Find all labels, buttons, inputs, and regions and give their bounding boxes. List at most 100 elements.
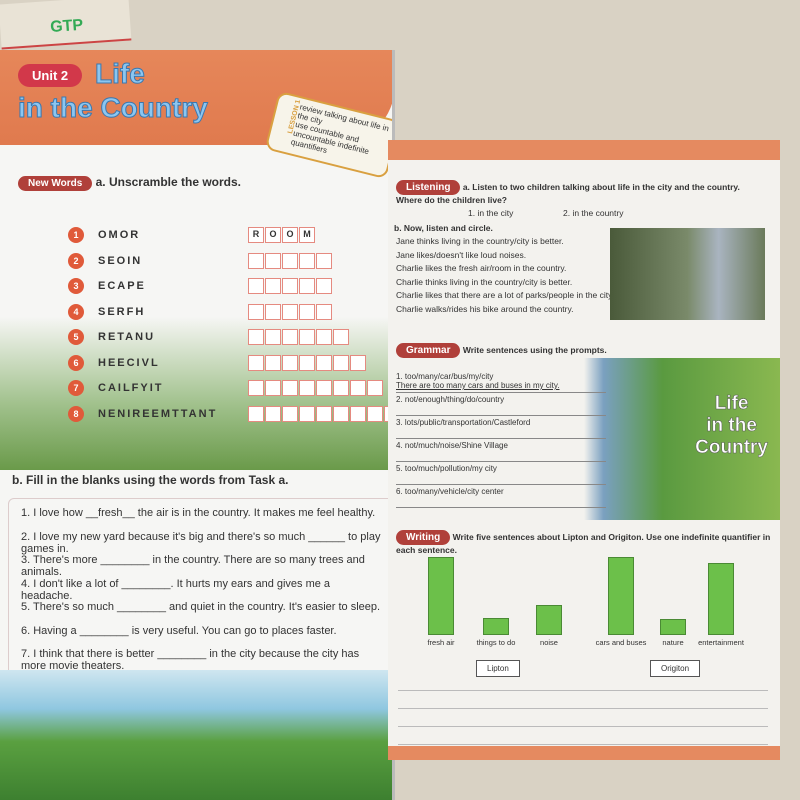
prompt-line: 3. lots/public/transportation/Castleford bbox=[396, 416, 606, 439]
letter-box[interactable] bbox=[333, 380, 349, 396]
circle-item: Charlie likes the fresh air/room in the … bbox=[396, 263, 567, 273]
letter-box[interactable] bbox=[333, 354, 349, 371]
letter-box[interactable] bbox=[265, 405, 281, 422]
letter-box[interactable]: R bbox=[248, 227, 264, 243]
letter-box[interactable] bbox=[367, 380, 383, 396]
sentence: 1. I love how __fresh__ the air is in th… bbox=[21, 507, 376, 519]
letter-box[interactable] bbox=[299, 354, 315, 371]
unit-title-line1: Life bbox=[95, 58, 146, 90]
letter-box[interactable] bbox=[282, 278, 298, 294]
letter-box[interactable] bbox=[299, 278, 315, 294]
scrambled-word: HEECIVL bbox=[98, 356, 160, 369]
item-number: 5 bbox=[68, 329, 84, 345]
word-row: 6 HEECIVL bbox=[68, 351, 367, 375]
bar-entertainment bbox=[708, 563, 734, 635]
item-number: 3 bbox=[68, 278, 84, 294]
letter-box[interactable] bbox=[316, 252, 332, 269]
bar-label: noise bbox=[540, 638, 558, 647]
word-row: 2 SEOIN bbox=[68, 249, 333, 273]
picture-title: Life in the Country bbox=[695, 393, 768, 459]
bar-nature bbox=[660, 619, 686, 635]
circle-item: Jane likes/doesn't like loud noises. bbox=[396, 249, 527, 260]
bar-things-to-do bbox=[483, 617, 509, 635]
letter-box[interactable] bbox=[265, 380, 281, 396]
city-photo bbox=[610, 228, 765, 320]
letter-box[interactable] bbox=[316, 303, 332, 320]
letter-box[interactable] bbox=[299, 329, 315, 345]
sentence: 6. Having a ________ is very useful. You… bbox=[21, 624, 337, 637]
letter-box[interactable] bbox=[299, 405, 315, 422]
letter-box[interactable] bbox=[282, 405, 298, 422]
letter-box[interactable] bbox=[248, 354, 264, 371]
circle-item: Charlie thinks living in the country/cit… bbox=[396, 276, 573, 287]
letter-boxes bbox=[248, 303, 333, 320]
letter-box[interactable] bbox=[316, 278, 332, 294]
unit-badge: Unit 2 bbox=[18, 64, 83, 87]
letter-box[interactable] bbox=[316, 380, 332, 396]
letter-box[interactable] bbox=[265, 252, 281, 269]
letter-box[interactable] bbox=[333, 329, 349, 345]
letter-box[interactable] bbox=[316, 329, 332, 345]
bar-label: nature bbox=[662, 638, 684, 647]
item-number: 8 bbox=[68, 405, 84, 422]
scrambled-word: OMOR bbox=[98, 229, 141, 241]
letter-box[interactable] bbox=[282, 252, 298, 269]
letter-box[interactable] bbox=[265, 303, 281, 320]
circle-item: Jane thinks living in the country/city i… bbox=[396, 236, 564, 246]
word-row: 7 CAILFYIT bbox=[68, 376, 384, 400]
listening-task-a: Listening a. Listen to two children talk… bbox=[396, 180, 740, 205]
letter-box[interactable] bbox=[265, 354, 281, 371]
letter-box[interactable] bbox=[299, 380, 315, 396]
letter-box[interactable] bbox=[299, 303, 315, 320]
letter-box[interactable] bbox=[316, 354, 332, 371]
letter-box[interactable] bbox=[350, 354, 366, 371]
letter-box[interactable]: O bbox=[265, 227, 281, 243]
word-row: 1 OMOR R O O M bbox=[68, 223, 316, 247]
letter-box[interactable] bbox=[248, 380, 264, 396]
letter-box[interactable] bbox=[248, 252, 264, 269]
letter-box[interactable] bbox=[367, 405, 383, 422]
sentence: 5. There's so much ________ and quiet in… bbox=[21, 601, 381, 613]
letter-box[interactable]: M bbox=[299, 227, 315, 243]
letter-box[interactable] bbox=[282, 303, 298, 320]
letter-boxes bbox=[248, 278, 333, 294]
letter-box[interactable] bbox=[248, 329, 264, 345]
letter-box[interactable] bbox=[265, 278, 281, 294]
scrambled-word: NENIREEMTTANT bbox=[98, 407, 218, 420]
scrambled-word: SEOIN bbox=[98, 254, 143, 267]
bar-noise bbox=[536, 605, 562, 635]
unit-header: Unit 2 Life in the Country bbox=[0, 50, 392, 145]
prompt-line: 1. too/many/car/bus/my/city There are too… bbox=[396, 370, 606, 393]
letter-box[interactable] bbox=[282, 380, 298, 396]
bar-label: cars and buses bbox=[595, 638, 647, 647]
word-row: 5 RETANU bbox=[68, 325, 350, 349]
letter-box[interactable] bbox=[299, 252, 315, 269]
letter-boxes bbox=[248, 354, 367, 371]
unscramble-section: 1 OMOR R O O M 2 SEOIN 3 ECAPE 4 SERFH 5 RETANU 6 HEECI… bbox=[0, 215, 392, 470]
letter-box[interactable] bbox=[316, 405, 332, 422]
letter-box[interactable]: O bbox=[282, 227, 298, 243]
grammar-section: Life in the Country 1. too/many/car/bus/my… bbox=[388, 358, 780, 520]
unit-title-line2: in the Country bbox=[18, 92, 209, 124]
prompt-line: 4. not/much/noise/Shine Village bbox=[396, 439, 606, 462]
letter-box[interactable] bbox=[248, 405, 264, 422]
sentence: 4. I don't like a lot of ________. It hu… bbox=[21, 577, 331, 602]
letter-box[interactable] bbox=[248, 278, 264, 294]
item-number: 1 bbox=[68, 227, 84, 243]
listening-task-b: b. Now, listen and circle. bbox=[394, 223, 493, 233]
other-book-corner: GTP bbox=[0, 0, 132, 50]
letter-box[interactable] bbox=[350, 405, 366, 422]
letter-box[interactable] bbox=[265, 329, 281, 345]
letter-box[interactable] bbox=[333, 405, 349, 422]
writing-heading: Writing Write five sentences about Lipto… bbox=[396, 530, 771, 555]
answer: There are too many cars and buses in my … bbox=[396, 381, 560, 390]
letter-box[interactable] bbox=[282, 354, 298, 371]
bar-fresh-air bbox=[428, 557, 454, 635]
right-page: Listening a. Listen to two children talk… bbox=[388, 140, 780, 760]
circle-item: Charlie walks/rides his bike around the … bbox=[396, 303, 574, 314]
letter-box[interactable] bbox=[350, 380, 366, 396]
letter-box[interactable] bbox=[282, 329, 298, 345]
item-number: 4 bbox=[68, 303, 84, 320]
scrambled-word: CAILFYIT bbox=[98, 382, 164, 394]
letter-box[interactable] bbox=[248, 303, 264, 320]
